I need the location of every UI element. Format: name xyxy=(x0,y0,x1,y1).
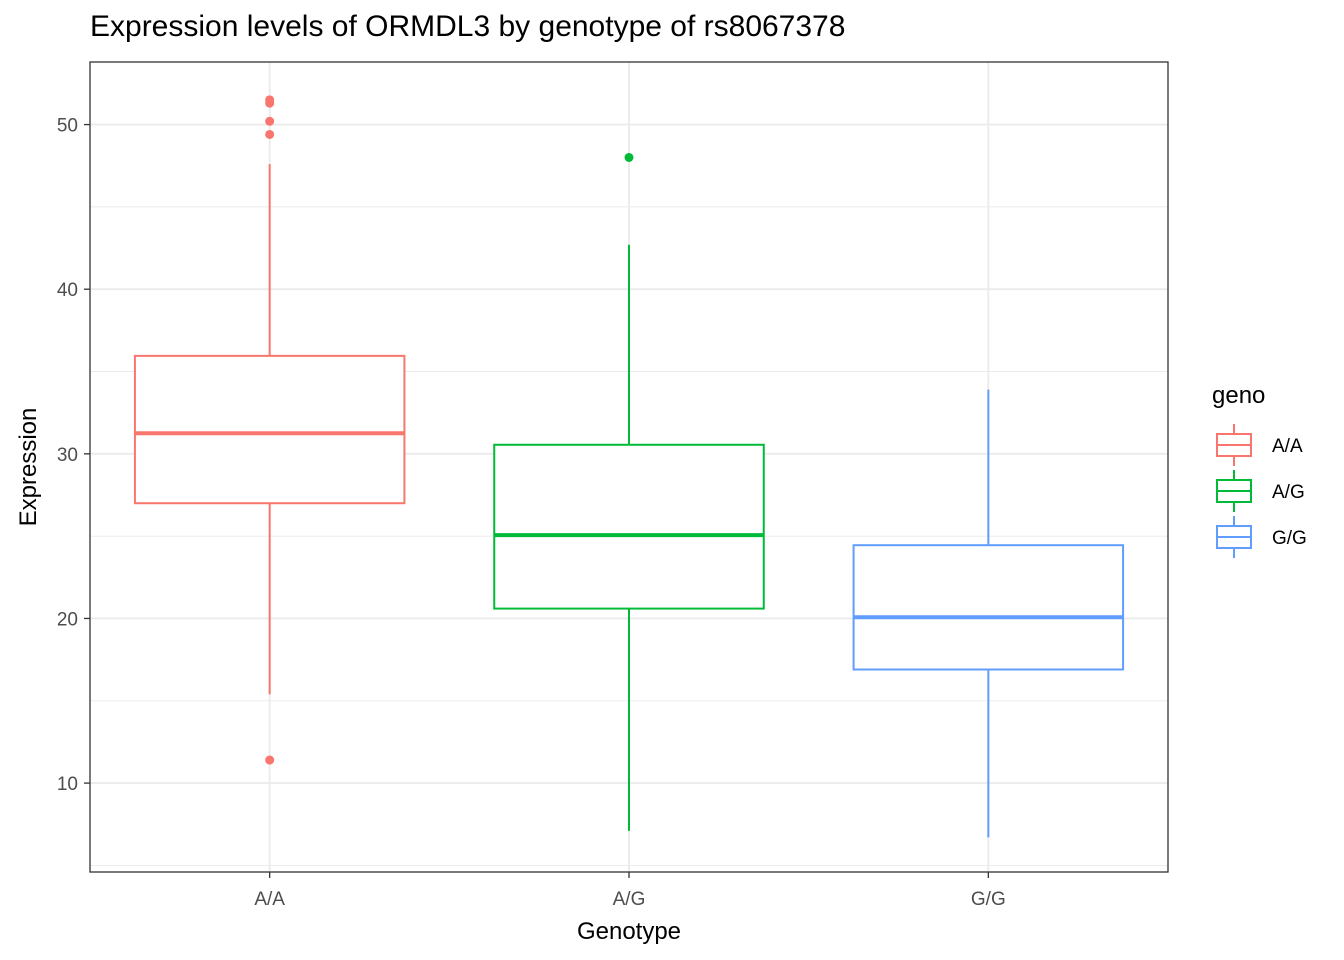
y-tick-label: 30 xyxy=(57,445,78,466)
x-tick-label: A/G xyxy=(613,889,646,910)
legend-item-A/A: A/A xyxy=(1216,424,1303,466)
axis-layer: 10 20 30 40 50 A/A A/G G/G xyxy=(57,116,1006,910)
y-axis-title: Expression xyxy=(15,408,42,527)
box-group-G/G xyxy=(852,389,1125,838)
legend-label: A/G xyxy=(1272,482,1305,503)
legend-item-A/G: A/G xyxy=(1216,470,1305,512)
y-tick-label: 10 xyxy=(57,774,78,795)
outlier-point xyxy=(624,152,634,162)
legend-label: A/A xyxy=(1272,436,1303,457)
box xyxy=(852,544,1125,671)
legend-item-G/G: G/G xyxy=(1216,516,1307,558)
legend-keys: A/A A/G G/G xyxy=(1216,424,1307,558)
y-tick-label: 50 xyxy=(57,116,78,137)
outlier-point xyxy=(265,116,275,126)
legend-label: G/G xyxy=(1272,528,1307,549)
box xyxy=(133,354,406,505)
outlier-point xyxy=(265,98,275,108)
legend-title: geno xyxy=(1212,382,1265,409)
x-tick-label: G/G xyxy=(971,889,1006,910)
box-group-A/G xyxy=(493,152,765,831)
outlier-point xyxy=(265,129,275,139)
legend: geno A/A A/G G/G xyxy=(1212,382,1307,558)
x-axis-title: Genotype xyxy=(577,918,681,945)
x-tick-label: A/A xyxy=(254,889,285,910)
y-tick-label: 20 xyxy=(57,609,78,630)
outlier-point xyxy=(265,755,275,765)
box-group-A/A xyxy=(133,95,406,765)
box-layer xyxy=(133,95,1125,838)
box xyxy=(493,443,765,610)
chart-title: Expression levels of ORMDL3 by genotype … xyxy=(90,10,846,43)
y-tick-label: 40 xyxy=(57,280,78,301)
